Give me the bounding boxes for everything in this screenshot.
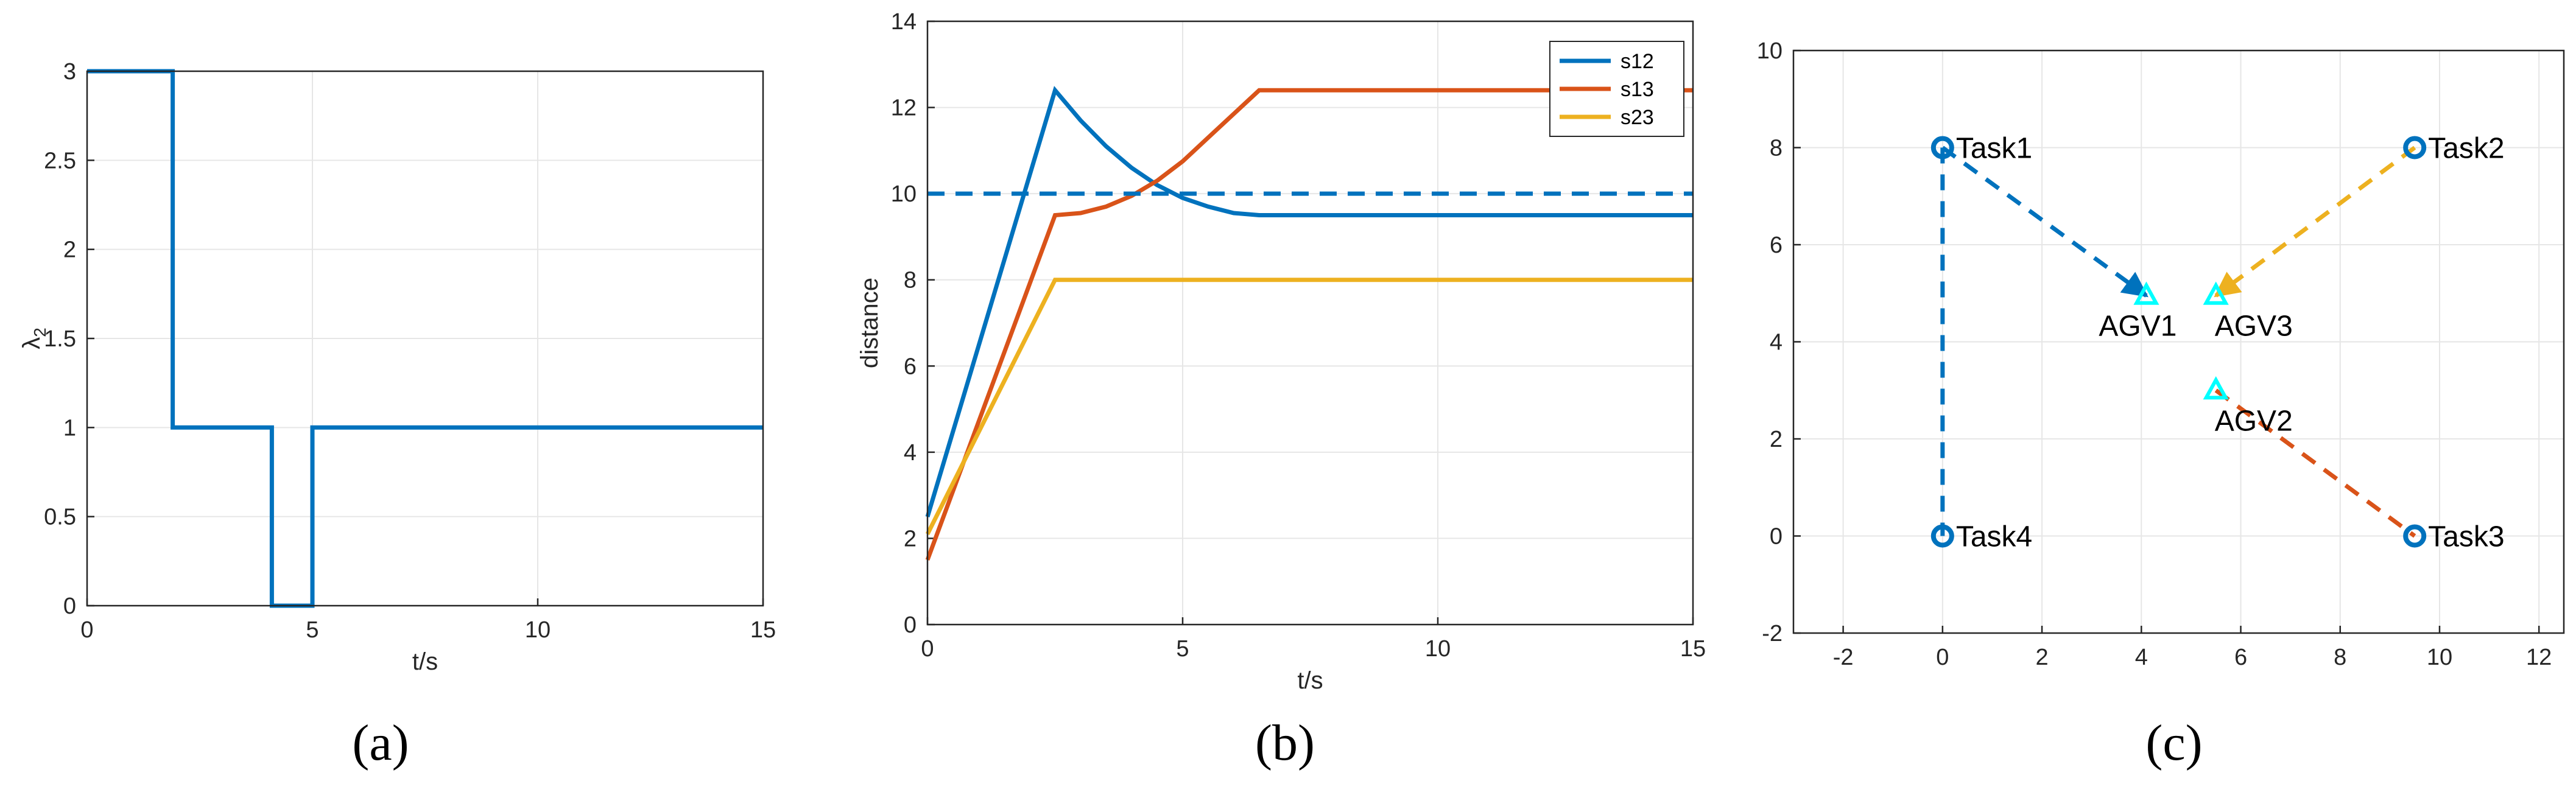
legend-label-s13: s13 [1621,78,1654,101]
x-tick-label: 2 [2035,645,2048,670]
y-tick-label: 1 [63,415,76,441]
series-line-s23 [925,278,1693,535]
x-axis-label: t/s [412,648,438,675]
assignment-path [1941,145,2148,298]
series-line [87,69,763,608]
x-axis-label: t/s [1297,667,1323,694]
x-tick-label: 10 [1425,636,1451,662]
caption: (b) [1255,715,1315,771]
y-axis-label: λ2 [18,327,49,349]
x-tick-label: 10 [525,617,551,643]
task-label: Task1 [1956,133,2032,165]
task-marker [2403,136,2427,159]
y-tick-label: 2 [904,526,917,552]
agv-marker [2203,281,2229,305]
y-tick-label: 0.5 [44,505,76,530]
agv-label: AGV2 [2215,405,2293,437]
y-tick-label: 3 [63,59,76,85]
x-tick-label: 15 [750,617,776,643]
task-label: Task3 [2428,521,2504,553]
y-tick-label: 4 [904,440,917,466]
y-tick-label: 2 [63,237,76,263]
x-tick-label: 6 [2234,645,2247,670]
y-axis-label-main: distance [856,278,883,368]
task-marker [1930,524,1954,548]
y-tick-label: 10 [891,181,917,207]
y-axis-label: distance [856,278,883,368]
x-tick-label: 12 [2526,645,2552,670]
x-tick-label: 5 [306,617,318,643]
legend-label-s23: s23 [1621,106,1654,129]
x-tick-label: 10 [2427,645,2452,670]
y-tick-label: 0 [1770,524,1782,550]
series-line-s12 [925,86,1693,518]
series-line-s13 [925,88,1693,561]
caption: (a) [352,715,409,771]
caption: (c) [2145,715,2202,771]
y-tick-label: 6 [1770,233,1782,258]
y-tick-label: 0 [904,612,917,638]
y-tick-label: 12 [891,96,917,121]
task-label: Task2 [2428,133,2504,165]
y-tick-label: 2 [1770,427,1782,452]
plot-frame [86,70,764,607]
y-tick-label: -2 [1762,621,1782,646]
y-axis-label-subscript: 2 [30,327,49,337]
panel-b: 0 5 10 15 0 2 4 6 8 10 12 14 t/s distance s12 s13 s23 (b) [856,9,1706,771]
x-tick-label: 0 [1936,645,1949,670]
x-tick-label: 4 [2135,645,2148,670]
y-tick-label: 8 [1770,136,1782,161]
x-tick-label: -2 [1833,645,1854,670]
y-tick-label: 4 [1770,330,1782,355]
y-tick-label: 10 [1757,38,1782,64]
task-marker [1930,136,1954,159]
x-tick-label: 8 [2334,645,2346,670]
plot-frame [1792,49,2565,634]
assignment-path [2214,388,2416,538]
x-tick-label: 0 [921,636,934,662]
plot-frame [926,20,1694,626]
agv-label: AGV1 [2099,310,2177,343]
y-tick-label: 2.5 [44,148,76,173]
y-tick-label: 1.5 [44,326,76,352]
agv-marker [2133,281,2159,305]
panel-c: -2 0 2 4 6 8 10 12 -2 0 2 4 6 8 10 Task1 Task2 Task3 Task4… [1757,38,2565,771]
agv-marker [2203,376,2229,400]
task-label: Task4 [1956,521,2032,553]
x-tick-label: 0 [80,617,93,643]
y-tick-label: 6 [904,354,917,379]
agv-label: AGV3 [2215,310,2293,343]
y-tick-label: 14 [891,9,917,35]
legend-label-s12: s12 [1621,50,1654,73]
y-tick-label: 8 [904,268,917,293]
y-axis-label-main: λ [18,337,45,349]
assignment-path [2214,145,2416,298]
x-tick-label: 15 [1680,636,1706,662]
x-tick-label: 5 [1176,636,1189,662]
task-marker [2403,524,2427,548]
y-tick-label: 0 [63,594,76,619]
